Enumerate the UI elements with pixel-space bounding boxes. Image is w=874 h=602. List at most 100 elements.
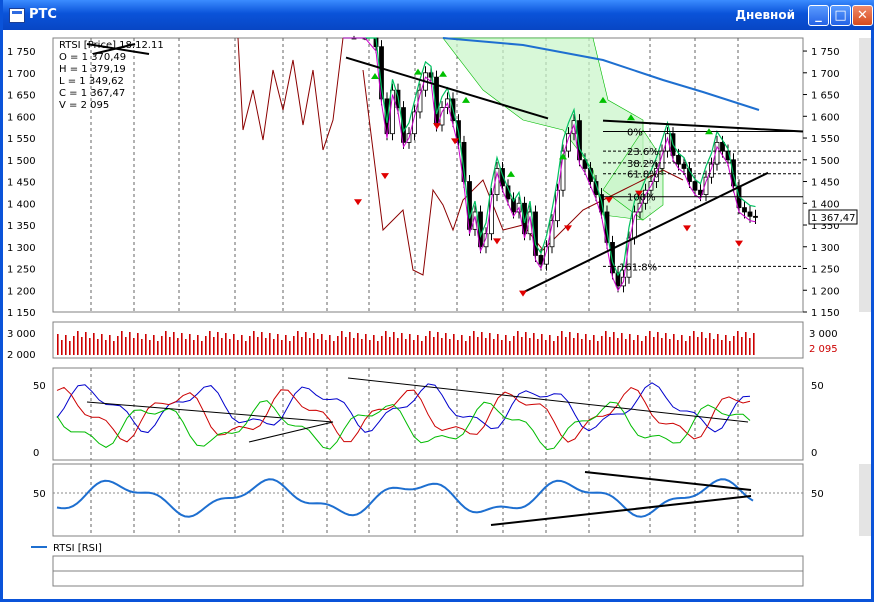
volume-bar (309, 338, 311, 355)
osc-trend-line (86, 401, 334, 423)
candle (753, 215, 758, 218)
volume-bar (61, 340, 63, 355)
price-tick-right: 1 400 (811, 199, 840, 210)
volume-bar (705, 338, 707, 355)
volume-bar (169, 337, 171, 355)
volume-bar (69, 341, 71, 355)
volume-bar (565, 337, 567, 355)
volume-bar (241, 335, 243, 355)
volume-bar (229, 339, 231, 355)
volume-bar (397, 338, 399, 355)
volume-bar (337, 336, 339, 355)
volume-bar (369, 340, 371, 355)
volume-bar (57, 334, 59, 355)
info-close: C = 1 367,47 (59, 88, 125, 99)
volume-bar (737, 331, 739, 355)
volume-bar (525, 332, 527, 355)
volume-bar (361, 339, 363, 355)
volume-bar (533, 333, 535, 355)
volume-bar (529, 338, 531, 355)
volume-bar (65, 335, 67, 355)
volume-bar (157, 341, 159, 355)
volume-bar (441, 338, 443, 355)
volume-bar (613, 332, 615, 355)
volume-bar (477, 337, 479, 355)
interval-label[interactable]: Дневной (735, 8, 795, 22)
price-tick-left: 1 600 (7, 112, 36, 123)
volume-bar (177, 338, 179, 355)
price-tick-right: 1 150 (811, 308, 840, 319)
volume-bar (349, 332, 351, 355)
candle (720, 141, 725, 152)
volume-bar (401, 333, 403, 355)
volume-bar (729, 341, 731, 355)
volume-bar (265, 338, 267, 355)
volume-bar (421, 341, 423, 355)
volume-bar (425, 336, 427, 355)
volume-bar (469, 336, 471, 355)
volume-bar (393, 332, 395, 355)
candle (483, 233, 489, 248)
fractal-down-arrow (354, 199, 362, 206)
volume-bar (657, 332, 659, 355)
app-icon (9, 8, 25, 23)
candle (654, 168, 659, 182)
volume-bar (193, 340, 195, 355)
rsi-line (56, 478, 754, 518)
volume-bar (89, 338, 91, 355)
price-tick-right: 1 250 (811, 265, 840, 276)
fractal-down-arrow (519, 290, 527, 297)
rsi-scrollbar[interactable] (859, 464, 871, 536)
title-bar[interactable]: РТС Дневной _ □ ✕ (3, 0, 874, 30)
close-button[interactable]: ✕ (852, 5, 873, 26)
volume-bar (633, 340, 635, 355)
volume-bar (197, 335, 199, 355)
volume-bar (205, 336, 207, 355)
volume-bar (245, 341, 247, 355)
volume-bar (545, 340, 547, 355)
price-tick-left: 1 450 (7, 178, 36, 189)
price-tick-left: 1 700 (7, 69, 36, 80)
volume-bar (77, 331, 79, 355)
candle (522, 202, 527, 235)
fractal-up-arrow (439, 70, 447, 77)
volume-bar (433, 337, 435, 355)
volume-tick-right: 3 000 (809, 329, 838, 340)
rsi-trend-line (584, 471, 752, 491)
price-tick-right: 1 450 (811, 178, 840, 189)
volume-bar (697, 337, 699, 355)
minimize-button[interactable]: _ (808, 5, 829, 26)
maximize-button[interactable]: □ (830, 5, 851, 26)
info-low: L = 1 349,62 (59, 76, 124, 87)
volume-bar (741, 337, 743, 355)
candle (544, 246, 549, 265)
volume-bar (513, 336, 515, 355)
price-tick-left: 1 300 (7, 243, 36, 254)
volume-bar (105, 340, 107, 355)
volume-bar (325, 340, 327, 355)
volume-bar (277, 334, 279, 355)
candle (461, 141, 467, 182)
fib-label: 161.8% (619, 262, 657, 273)
volume-bar (113, 341, 115, 355)
volume-bar (665, 333, 667, 355)
volume-bar (153, 335, 155, 355)
last-price-box (808, 209, 858, 225)
volume-bar (481, 332, 483, 355)
volume-bar (145, 334, 147, 355)
candle (742, 207, 747, 213)
volume-bar (485, 338, 487, 355)
volume-bar (125, 337, 127, 355)
rsi-pane[interactable] (52, 463, 804, 537)
candle (511, 198, 516, 213)
volume-bar (289, 341, 291, 355)
volume-bar (593, 335, 595, 355)
volume-bar (137, 333, 139, 355)
candle (478, 211, 483, 248)
volume-bar (97, 339, 99, 355)
volume-bar (653, 337, 655, 355)
price-scrollbar[interactable] (859, 38, 871, 312)
volume-bar (185, 339, 187, 355)
price-tick-left: 1 500 (7, 156, 36, 167)
volume-bar (733, 336, 735, 355)
